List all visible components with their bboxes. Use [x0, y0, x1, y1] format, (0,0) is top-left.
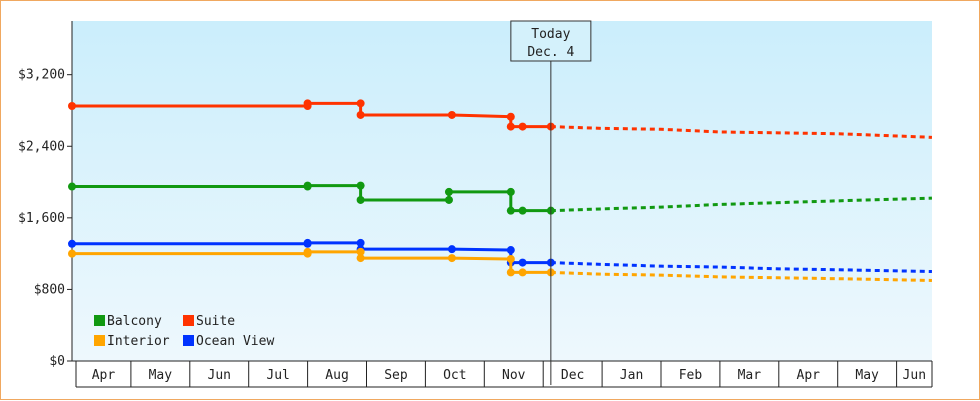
data-point	[303, 99, 312, 108]
legend: Balcony Suite Interior Ocean View	[94, 314, 274, 349]
data-point	[356, 110, 365, 119]
data-point	[356, 247, 365, 256]
legend-swatch	[183, 315, 194, 326]
data-point	[303, 247, 312, 256]
y-tick-label: $2,400	[18, 139, 65, 154]
data-point	[303, 181, 312, 190]
data-point	[506, 246, 515, 255]
series-layer	[68, 99, 932, 282]
data-point	[447, 245, 456, 254]
legend-swatch	[94, 315, 105, 326]
data-point	[68, 249, 76, 258]
today-marker: Today Dec. 4	[510, 20, 592, 385]
y-axis: $0 $800 $1,600 $2,400 $3,200	[18, 21, 73, 369]
data-point	[447, 110, 456, 119]
data-point	[518, 206, 527, 215]
today-label-date: Dec. 4	[527, 45, 574, 60]
legend-swatch	[183, 335, 194, 346]
legend-item: Ocean View	[183, 334, 274, 349]
series-suite	[68, 99, 932, 139]
data-point	[506, 122, 515, 131]
data-point	[518, 258, 527, 267]
series-interior	[68, 247, 932, 282]
data-point	[518, 268, 527, 277]
y-tick-label: $800	[34, 282, 65, 297]
legend-label: Ocean View	[196, 334, 274, 349]
data-point	[444, 187, 453, 196]
data-point	[506, 268, 515, 277]
data-point	[68, 182, 76, 191]
data-point	[356, 195, 365, 204]
data-point	[68, 102, 76, 110]
data-point	[356, 99, 365, 108]
x-month-label: Nov	[502, 368, 526, 383]
x-month-label: Jan	[620, 368, 643, 383]
data-point	[506, 255, 515, 263]
x-month-label: Jun	[208, 368, 231, 383]
x-month-label: Apr	[92, 368, 116, 383]
y-tick-label: $1,600	[18, 211, 65, 226]
x-month-label: Aug	[325, 368, 348, 383]
x-axis: Apr May Jun Jul Aug Sep Oct Nov Dec Jan Feb Mar Apr M…	[72, 360, 933, 388]
x-month-label: Mar	[738, 368, 762, 383]
data-point	[447, 254, 456, 263]
data-point	[356, 181, 365, 190]
data-point	[506, 112, 515, 121]
today-label-box	[510, 20, 592, 62]
data-point	[303, 238, 312, 247]
x-month-label: May	[149, 368, 173, 383]
series-balcony	[68, 181, 932, 215]
x-month-label: Feb	[679, 368, 703, 383]
legend-swatch	[94, 335, 105, 346]
x-month-label: Oct	[443, 368, 466, 383]
data-point	[506, 206, 515, 215]
x-month-label: Jul	[266, 368, 289, 383]
y-tick-label: $3,200	[18, 68, 65, 83]
legend-label: Balcony	[107, 314, 162, 329]
today-label-title: Today	[531, 27, 570, 42]
legend-item: Balcony	[94, 314, 162, 329]
data-point	[506, 187, 515, 196]
data-point	[518, 122, 527, 131]
data-point	[356, 254, 365, 263]
x-month-label: May	[855, 368, 879, 383]
legend-item: Interior	[94, 334, 170, 349]
legend-label: Suite	[196, 314, 235, 329]
x-month-label: Sep	[384, 368, 408, 383]
y-tick-label: $0	[49, 354, 65, 369]
x-month-label: Dec	[561, 368, 584, 383]
data-point	[444, 195, 453, 204]
legend-item: Suite	[183, 314, 235, 329]
data-point	[68, 239, 76, 248]
x-month-label: Jun	[903, 368, 926, 383]
x-month-label: Apr	[797, 368, 821, 383]
data-point	[356, 238, 365, 247]
legend-label: Interior	[107, 334, 170, 349]
